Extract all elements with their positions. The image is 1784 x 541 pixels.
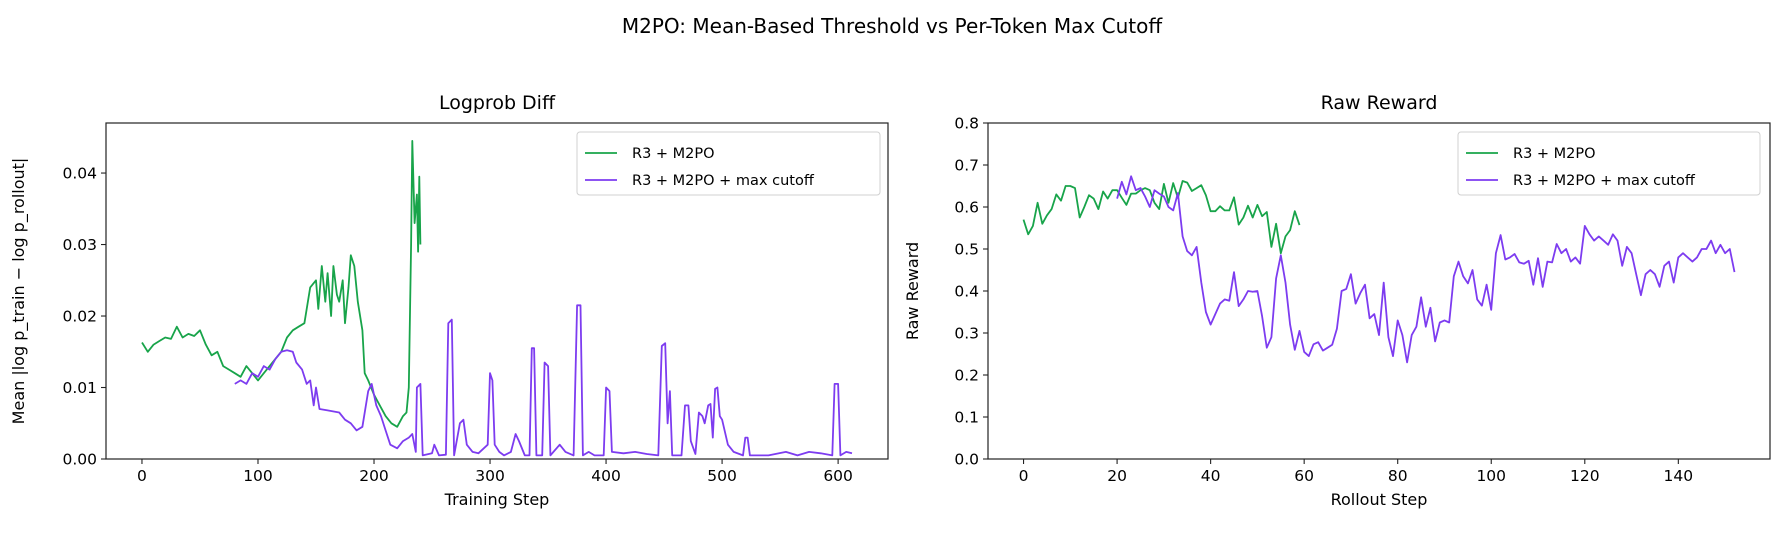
series-line-r3-m2po: [1022, 180, 1301, 255]
y-tick-label: 0.4: [954, 283, 979, 301]
y-tick-label: 0.03: [62, 236, 97, 254]
x-tick-label: 300: [475, 467, 505, 485]
x-tick-label: 600: [823, 467, 853, 485]
series-line-r3-m2po-max-cutoff: [1116, 175, 1736, 364]
legend-label: R3 + M2PO + max cutoff: [632, 173, 815, 189]
y-tick-label: 0.2: [954, 367, 979, 385]
y-axis-label: Mean |log p_train − log p_rollout|: [9, 158, 29, 425]
y-tick-label: 0.6: [954, 199, 979, 217]
x-axis-label: Training Step: [444, 490, 550, 509]
x-tick-label: 120: [1570, 467, 1600, 485]
x-tick-label: 200: [359, 467, 389, 485]
y-tick-label: 0.04: [62, 165, 97, 183]
plot-frame: [105, 122, 889, 460]
x-tick-label: 20: [1107, 467, 1127, 485]
x-tick-label: 40: [1201, 467, 1221, 485]
x-tick-label: 80: [1388, 467, 1408, 485]
y-tick-label: 0.5: [954, 241, 979, 259]
legend-label: R3 + M2PO: [632, 146, 715, 162]
y-tick-label: 0.1: [954, 409, 979, 427]
subplot-1: Logprob Diff 0 100 200 300 400 500 600 0.00 0.01 0…: [9, 92, 889, 509]
x-tick-label: 140: [1664, 467, 1694, 485]
x-tick-label: 400: [591, 467, 621, 485]
y-tick-label: 0.00: [62, 451, 97, 469]
y-tick-label: 0.01: [62, 379, 97, 397]
figure-title: M2PO: Mean-Based Threshold vs Per-Token …: [621, 14, 1163, 38]
x-tick-label: 100: [243, 467, 273, 485]
legend-label: R3 + M2PO: [1513, 146, 1596, 162]
legend-label: R3 + M2PO + max cutoff: [1513, 173, 1696, 189]
legend-box: [576, 131, 881, 196]
series-line-r3-m2po-max-cutoff: [234, 304, 853, 457]
legend: R3 + M2PO R3 + M2PO + max cutoff: [1457, 131, 1761, 196]
x-tick-label: 500: [707, 467, 737, 485]
y-tick-label: 0.7: [954, 157, 979, 175]
legend: R3 + M2PO R3 + M2PO + max cutoff: [576, 131, 881, 196]
series-line-r3-m2po: [141, 139, 422, 428]
y-tick-label: 0.02: [62, 308, 97, 326]
legend-box: [1457, 131, 1761, 196]
y-axis-label: Raw Reward: [903, 242, 922, 340]
x-tick-label: 100: [1476, 467, 1506, 485]
x-axis-label: Rollout Step: [1331, 490, 1428, 509]
subplot-title: Raw Reward: [1321, 92, 1438, 114]
subplot-title: Logprob Diff: [439, 92, 556, 114]
y-tick-label: 0.3: [954, 325, 979, 343]
y-tick-label: 0.8: [954, 115, 979, 133]
x-tick-label: 60: [1294, 467, 1314, 485]
x-tick-label: 0: [1019, 467, 1029, 485]
x-tick-label: 0: [137, 467, 147, 485]
subplot-2: Raw Reward 0 20 40 60 80 100 120 140 0.0 0.1 0.2 0.3…: [903, 92, 1771, 509]
y-tick-label: 0.0: [954, 451, 979, 469]
